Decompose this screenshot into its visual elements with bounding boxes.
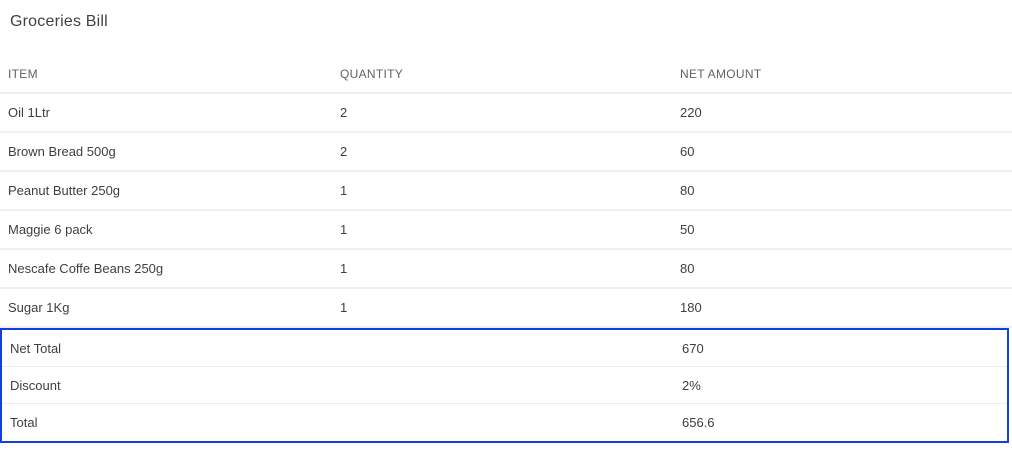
net-amount-cell: 80 [680,183,695,198]
summary-label: Discount [10,377,61,393]
page-title: Groceries Bill [10,13,108,30]
item-cell: Maggie 6 pack [8,222,93,237]
net-amount-cell: 180 [680,300,702,315]
summary-highlight-box: Net Total 670 Discount 2% Total 656.6 [0,328,1009,443]
summary-label: Net Total [10,340,62,356]
summary-value: 2% [682,377,701,393]
quantity-cell: 1 [340,183,348,198]
summary-label: Total [10,415,38,430]
table-header-row: ITEM QUANTITY NET AMOUNT [0,55,1012,94]
item-cell: Brown Bread 500g [8,144,116,159]
summary-value: 656.6 [682,415,715,430]
column-header-quantity: QUANTITY [340,66,404,81]
table-row: Oil 1Ltr 2 220 [0,94,1012,133]
quantity-cell: 1 [340,300,348,315]
net-amount-cell: 80 [680,261,695,276]
column-header-net-amount: NET AMOUNT [680,66,762,81]
summary-row: Discount 2% [2,367,1007,404]
quantity-cell: 2 [340,105,348,120]
item-cell: Nescafe Coffe Beans 250g [8,261,164,276]
quantity-cell: 2 [340,144,348,159]
table-row: Sugar 1Kg 1 180 [0,289,1012,328]
groceries-bill-table: ITEM QUANTITY NET AMOUNT Oil 1Ltr 2 220 … [0,55,1012,443]
column-header-item: ITEM [8,66,38,81]
summary-value: 670 [682,340,704,356]
table-row: Brown Bread 500g 2 60 [0,133,1012,172]
net-amount-cell: 220 [680,105,702,120]
item-cell: Oil 1Ltr [8,105,50,120]
net-amount-cell: 60 [680,144,695,159]
table-row: Nescafe Coffe Beans 250g 1 80 [0,250,1012,289]
item-cell: Peanut Butter 250g [8,183,121,198]
table-row: Peanut Butter 250g 1 80 [0,172,1012,211]
quantity-cell: 1 [340,261,348,276]
summary-row: Net Total 670 [2,330,1007,367]
summary-row: Total 656.6 [2,404,1007,441]
table-row: Maggie 6 pack 1 50 [0,211,1012,250]
item-cell: Sugar 1Kg [8,300,70,315]
quantity-cell: 1 [340,222,348,237]
net-amount-cell: 50 [680,222,695,237]
